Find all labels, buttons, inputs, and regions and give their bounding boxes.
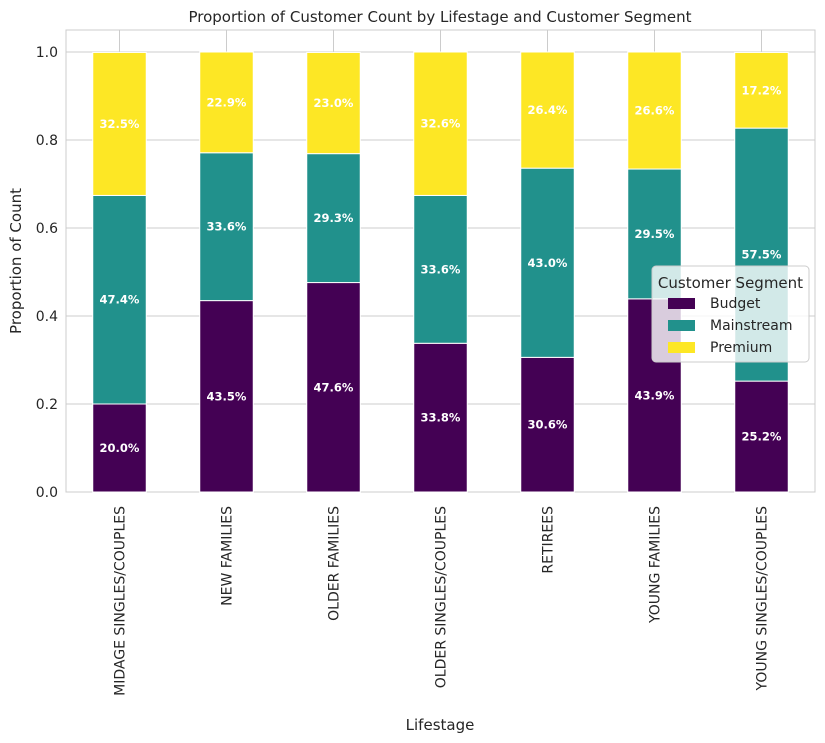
bar-labels: 20.0% 47.4% 32.5% 43.5% 33.6% 22.9% 47.6% 29.3%… [100, 83, 782, 455]
x-tick-label: NEW FAMILIES [220, 506, 236, 606]
bar-data-label: 20.0% [100, 441, 140, 455]
bar-budget [306, 282, 361, 493]
bar-data-label: 33.8% [421, 411, 461, 425]
x-tick-label: RETIREES [541, 506, 557, 574]
bar-data-label: 43.9% [635, 388, 675, 402]
bar-data-label: 32.6% [421, 117, 461, 131]
bar-data-label: 57.5% [742, 248, 782, 262]
x-tick-label: OLDER FAMILIES [327, 506, 343, 621]
legend: Customer Segment Budget Mainstream Premium [651, 265, 810, 363]
y-tick-label: 0.2 [36, 397, 58, 413]
legend-title: Customer Segment [658, 274, 803, 292]
legend-entry-budget: Budget [710, 296, 761, 312]
legend-box [651, 265, 810, 363]
bar-budget [92, 403, 147, 493]
bar-data-label: 30.6% [528, 418, 568, 432]
y-tick-label: 0.6 [36, 221, 58, 237]
bar-data-label: 26.4% [528, 103, 568, 117]
legend-entry-premium: Premium [710, 340, 772, 356]
x-tick-label: YOUNG FAMILIES [648, 506, 664, 624]
bar-premium [734, 51, 789, 129]
bar-premium [306, 51, 361, 155]
bar-mainstream [413, 194, 468, 344]
bar-data-label: 43.5% [207, 389, 247, 403]
bar-premium [627, 51, 682, 170]
bar-data-label: 25.2% [742, 430, 782, 444]
bar-data-label: 32.5% [100, 117, 140, 131]
legend-swatch-premium [668, 342, 695, 353]
y-tick-label: 0.4 [36, 309, 58, 325]
y-tick-label: 0.8 [36, 133, 58, 149]
bar-premium [413, 51, 468, 196]
x-tick-label: MIDAGE SINGLES/COUPLES [113, 506, 129, 696]
bar-mainstream [306, 153, 361, 284]
bar-data-label: 33.6% [421, 262, 461, 276]
bar-data-label: 43.0% [528, 256, 568, 270]
y-axis-ticks: 0.0 0.2 0.4 0.6 0.8 1.0 [36, 45, 58, 501]
bar-budget [520, 356, 575, 493]
bar-budget [734, 380, 789, 493]
bar-data-label: 29.3% [314, 211, 354, 225]
bar-budget [199, 300, 254, 493]
bar-data-label: 29.5% [635, 227, 675, 241]
bar-data-label: 47.6% [314, 380, 354, 394]
x-axis-label: Lifestage [406, 716, 475, 734]
legend-swatch-mainstream [668, 320, 695, 331]
bar-premium [520, 51, 575, 169]
bar-premium [92, 51, 147, 196]
bar-mainstream [199, 152, 254, 302]
bar-data-label: 33.6% [207, 220, 247, 234]
bar-data-label: 17.2% [742, 83, 782, 97]
bar-data-label: 26.6% [635, 104, 675, 118]
x-tick-label: OLDER SINGLES/COUPLES [434, 506, 450, 688]
chart-title: Proportion of Customer Count by Lifestag… [188, 8, 691, 26]
x-axis-ticks: MIDAGE SINGLES/COUPLES NEW FAMILIES OLDER … [113, 506, 771, 696]
legend-swatch-budget [668, 298, 695, 309]
y-axis-label: Proportion of Count [7, 188, 25, 334]
bar-data-label: 23.0% [314, 96, 354, 110]
bar-premium [199, 51, 254, 154]
y-tick-label: 0.0 [36, 485, 58, 501]
y-tick-label: 1.0 [36, 45, 58, 61]
bar-mainstream [520, 167, 575, 358]
legend-entry-mainstream: Mainstream [710, 318, 792, 334]
bar-data-label: 47.4% [100, 293, 140, 307]
bar-data-label: 22.9% [207, 95, 247, 109]
bar-mainstream [92, 194, 147, 405]
x-tick-label: YOUNG SINGLES/COUPLES [755, 506, 771, 692]
